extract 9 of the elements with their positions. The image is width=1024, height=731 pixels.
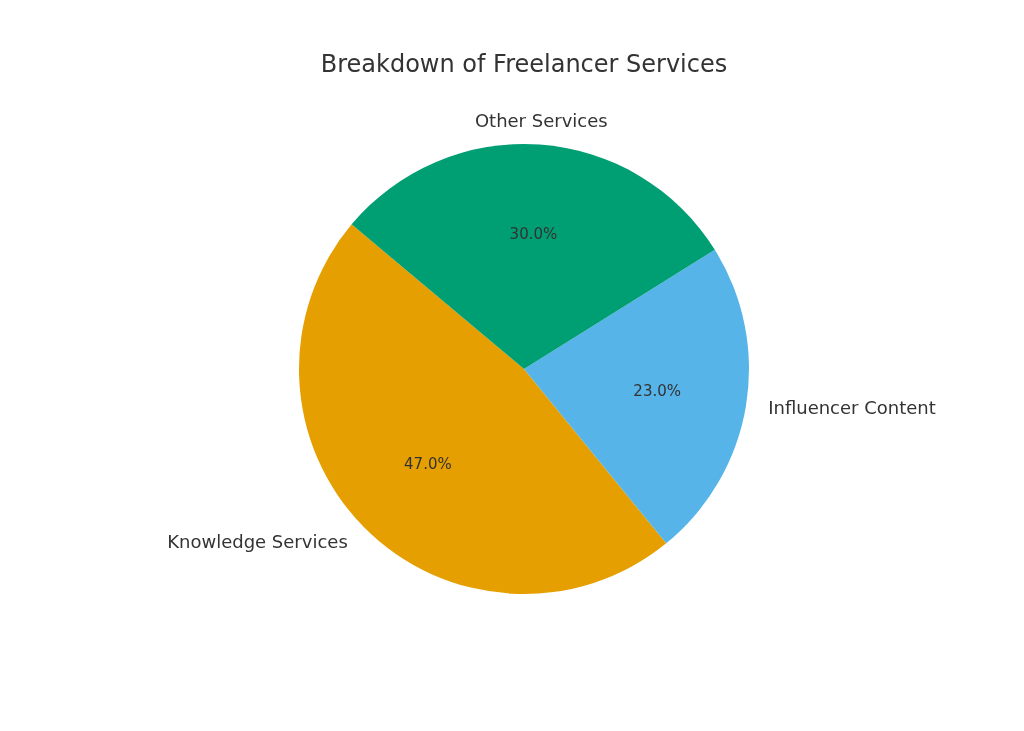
data-label: 23.0% <box>633 382 682 401</box>
data-label: 47.0% <box>404 454 452 473</box>
slice-label: Influencer Content <box>768 397 936 419</box>
chart-title: Breakdown of Freelancer Services <box>320 50 728 78</box>
slice-label: Knowledge Services <box>167 530 348 552</box>
slice-label: Other Services <box>474 110 608 132</box>
data-label: 30.0% <box>509 225 558 244</box>
pie-slice <box>524 249 749 544</box>
pie-slice <box>351 144 715 369</box>
